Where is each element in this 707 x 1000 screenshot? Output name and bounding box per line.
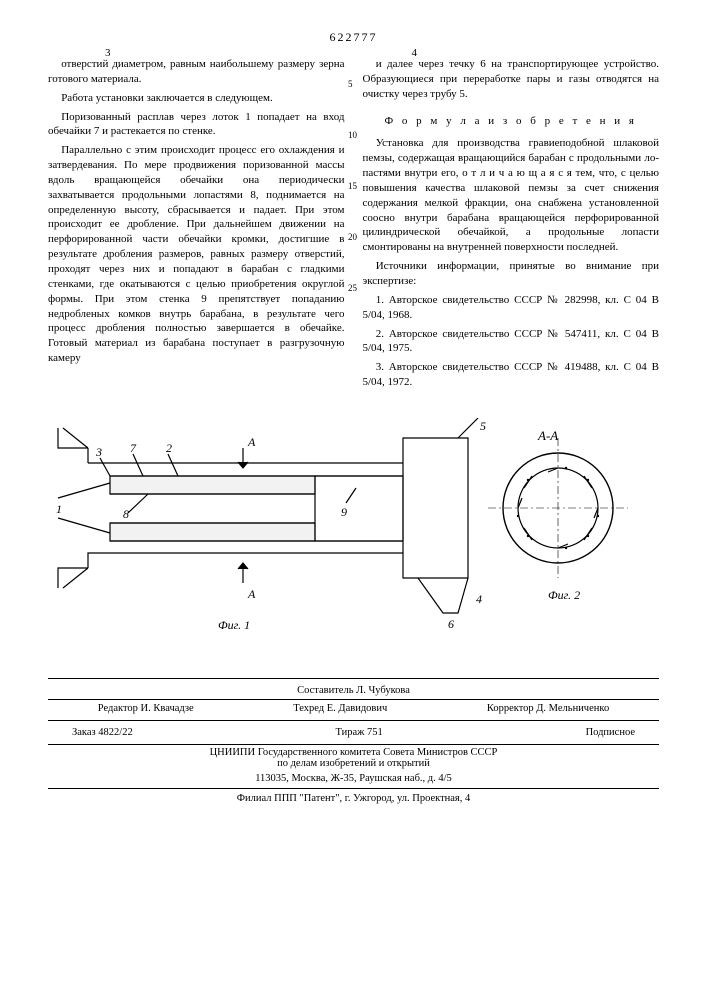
line-num: 25 <box>348 284 357 293</box>
right-column: и далее через течку 6 на транспортирую­щ… <box>363 57 660 394</box>
callout-3: 3 <box>95 445 102 459</box>
source-item: 3. Авторское свидетельство СССР № 419488… <box>363 360 660 390</box>
left-column: отверстий диаметром, равным наибольше­му… <box>48 57 345 394</box>
compiler: Составитель Л. Чубукова <box>48 685 659 696</box>
paragraph: отверстий диаметром, равным наибольше­му… <box>48 57 345 87</box>
footer-printer: Филиал ППП "Патент", г. Ужгород, ул. Про… <box>48 789 659 804</box>
line-num: 20 <box>348 233 357 242</box>
paragraph: Параллельно с этим происходит про­цесс е… <box>48 143 345 366</box>
source-item: 1. Авторское свидетельство СССР № 282998… <box>363 293 660 323</box>
org-line-1: ЦНИИПИ Государственного комитета Совета … <box>210 747 498 758</box>
figure-1-label: Фиг. 1 <box>218 618 250 633</box>
paragraph: Работа установки заключается в сле­дующе… <box>48 91 345 106</box>
arrow-a-top: А <box>247 435 256 449</box>
callout-2: 2 <box>166 441 172 455</box>
figure-2-label: Фиг. 2 <box>548 588 580 603</box>
footer-credits: Составитель Л. Чубукова Редактор И. Квач… <box>48 678 659 721</box>
line-num: 15 <box>348 182 357 191</box>
callout-7: 7 <box>130 441 137 455</box>
patent-page: 622777 3 4 5 10 15 20 25 отверстий диаме… <box>0 0 707 1000</box>
editor: Редактор И. Квачадзе <box>98 703 194 714</box>
source-item: 2. Авторское свидетельство СССР № 547411… <box>363 327 660 357</box>
patent-number: 622777 <box>48 30 659 45</box>
org-line-2: по делам изобретений и открытий <box>277 758 430 769</box>
figure-svg: 1 3 7 2 8 9 4 5 6 А А <box>48 418 658 638</box>
sources-title: Источники информации, принятые во вниман… <box>363 259 660 289</box>
formula-title: Ф о р м у л а и з о б р е т е н и я <box>363 114 660 129</box>
footer-org: ЦНИИПИ Государственного комитета Совета … <box>48 745 659 773</box>
page-number-right: 4 <box>412 47 418 59</box>
paragraph: и далее через течку 6 на транспортирую­щ… <box>363 57 660 102</box>
callout-6: 6 <box>448 617 454 631</box>
corrector: Корректор Д. Мельниченко <box>487 703 609 714</box>
subscription: Подписное <box>586 727 635 738</box>
callout-9: 9 <box>341 505 347 519</box>
claim-paragraph: Установка для производства гравие­подобн… <box>363 136 660 255</box>
callout-1: 1 <box>56 502 62 516</box>
callout-5: 5 <box>480 419 486 433</box>
callout-8: 8 <box>123 507 129 521</box>
callout-4: 4 <box>476 592 482 606</box>
section-label: А-А <box>537 428 558 443</box>
footer-address: 113035, Москва, Ж-35, Раушская наб., д. … <box>48 773 659 789</box>
footer-meta: Заказ 4822/22 Тираж 751 Подписное <box>48 721 659 745</box>
circulation: Тираж 751 <box>335 727 382 738</box>
line-num: 10 <box>348 131 357 140</box>
credits-row: Редактор И. Квачадзе Техред Е. Давидович… <box>48 699 659 714</box>
line-numbers: 5 10 15 20 25 <box>348 80 357 335</box>
arrow-a-bottom: А <box>247 587 256 601</box>
figure-area: 1 3 7 2 8 9 4 5 6 А А <box>48 418 659 638</box>
order-number: Заказ 4822/22 <box>72 727 133 738</box>
page-number-left: 3 <box>105 47 111 59</box>
techred: Техред Е. Давидович <box>293 703 387 714</box>
line-num: 5 <box>348 80 357 89</box>
paragraph: Поризованный расплав через лоток 1 попад… <box>48 110 345 140</box>
